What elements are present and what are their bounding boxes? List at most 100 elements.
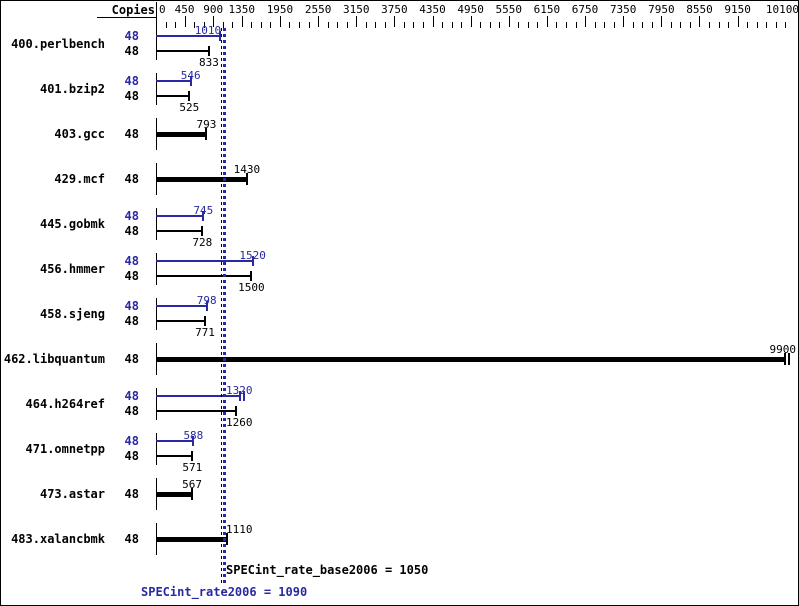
bar-value-label: 745	[193, 204, 214, 217]
bar-value-label: 1260	[226, 416, 253, 429]
base-bar	[156, 95, 190, 97]
bar-end-cap	[189, 76, 192, 86]
axis-minor-tick	[194, 22, 195, 28]
axis-tick-label: 7350	[609, 3, 637, 16]
peak-bar	[156, 305, 207, 307]
base-bar	[156, 50, 209, 52]
axis-tick-label: 900	[203, 3, 224, 16]
axis-minor-tick	[595, 22, 596, 28]
base-bar	[156, 320, 205, 322]
axis-minor-tick	[452, 22, 453, 28]
copies-count: 48	[124, 74, 139, 88]
base-result-reference-line	[221, 28, 222, 583]
axis-minor-tick	[204, 22, 205, 28]
bar-end-cap	[205, 301, 208, 311]
benchmark-label: 400.perlbench	[11, 37, 105, 51]
axis-minor-tick	[680, 22, 681, 28]
bar-value-label: 798	[196, 294, 217, 307]
copies-count: 48	[124, 352, 139, 366]
axis-tick-label: 5550	[495, 3, 523, 16]
axis-tick-label: 3150	[342, 3, 370, 16]
bar-end-cap	[192, 436, 195, 446]
copies-column-header: Copies	[111, 3, 155, 17]
bar-end-cap	[784, 353, 787, 365]
bar-value-label: 1010	[194, 24, 222, 37]
bar-end-cap-second	[242, 391, 245, 401]
bar-end-cap	[238, 391, 241, 401]
bar-end-cap	[204, 316, 206, 326]
base-bar	[156, 275, 252, 277]
copies-count: 48	[124, 44, 139, 58]
axis-minor-tick	[328, 22, 329, 28]
axis-minor-tick	[709, 22, 710, 28]
axis-minor-tick	[633, 22, 634, 28]
benchmark-label: 458.sjeng	[39, 307, 105, 321]
copies-header-underline	[97, 17, 157, 18]
axis-minor-tick	[261, 22, 262, 28]
axis-minor-tick	[556, 22, 557, 28]
axis-minor-tick	[461, 22, 462, 28]
copies-count: 48	[124, 269, 139, 283]
bar-value-label: 546	[180, 69, 201, 82]
axis-minor-tick	[690, 22, 691, 28]
base-bar	[156, 357, 786, 362]
bar-start-line	[156, 208, 157, 240]
bar-start-line	[156, 73, 157, 105]
axis-major-tick	[471, 16, 472, 27]
axis-major-tick	[356, 16, 357, 27]
bar-end-cap	[245, 173, 248, 185]
bar-value-label: 728	[192, 236, 213, 249]
base-bar	[156, 132, 207, 137]
base-bar	[156, 537, 227, 542]
copies-count: 48	[124, 127, 139, 141]
peak-result-reference-line	[223, 28, 226, 583]
axis-minor-tick	[499, 22, 500, 28]
copies-count: 48	[124, 254, 139, 268]
axis-tick-label: 6150	[533, 3, 561, 16]
benchmark-label: 464.h264ref	[25, 397, 105, 411]
axis-minor-tick	[423, 22, 424, 28]
base-bar	[156, 455, 193, 457]
axis-tick-label: 0	[159, 3, 166, 16]
bar-end-cap	[251, 256, 254, 266]
benchmark-label: 471.omnetpp	[25, 442, 105, 456]
axis-minor-tick	[404, 22, 405, 28]
axis-major-tick	[185, 16, 186, 27]
bar-value-label: 1520	[239, 249, 266, 262]
bar-end-cap	[191, 451, 194, 461]
peak-bar	[156, 35, 221, 37]
axis-minor-tick	[757, 22, 758, 28]
axis-tick-label: 1350	[228, 3, 256, 16]
peak-bar	[156, 215, 204, 217]
bar-end-cap-second	[788, 353, 791, 365]
benchmark-label: 401.bzip2	[39, 82, 105, 96]
peak-bar	[156, 260, 253, 262]
bar-value-label: 571	[182, 461, 203, 474]
bar-value-label: 525	[179, 101, 200, 114]
axis-minor-tick	[232, 22, 233, 28]
bar-end-cap	[219, 31, 222, 41]
axis-minor-tick	[175, 22, 176, 28]
axis-minor-tick	[614, 22, 615, 28]
peak-bar	[156, 440, 194, 442]
axis-minor-tick	[413, 22, 414, 28]
axis-major-tick	[585, 16, 586, 27]
axis-major-tick	[509, 16, 510, 27]
copies-count: 48	[124, 29, 139, 43]
bar-value-label: 588	[183, 429, 204, 442]
copies-count: 48	[124, 314, 139, 328]
axis-minor-tick	[652, 22, 653, 28]
axis-major-tick	[280, 16, 281, 27]
axis-tick-label: 3750	[381, 3, 408, 16]
bar-end-cap	[188, 91, 191, 101]
bar-value-label: 1320	[226, 384, 253, 397]
axis-major-tick	[318, 16, 319, 27]
axis-tick-label: 6750	[571, 3, 599, 16]
peak-result-summary: SPECint_rate2006 = 1090	[141, 585, 308, 599]
axis-origin-line	[156, 2, 157, 28]
axis-minor-tick	[766, 22, 767, 28]
bar-end-cap	[225, 533, 228, 545]
bar-end-cap	[235, 406, 238, 416]
axis-major-tick	[242, 16, 243, 27]
